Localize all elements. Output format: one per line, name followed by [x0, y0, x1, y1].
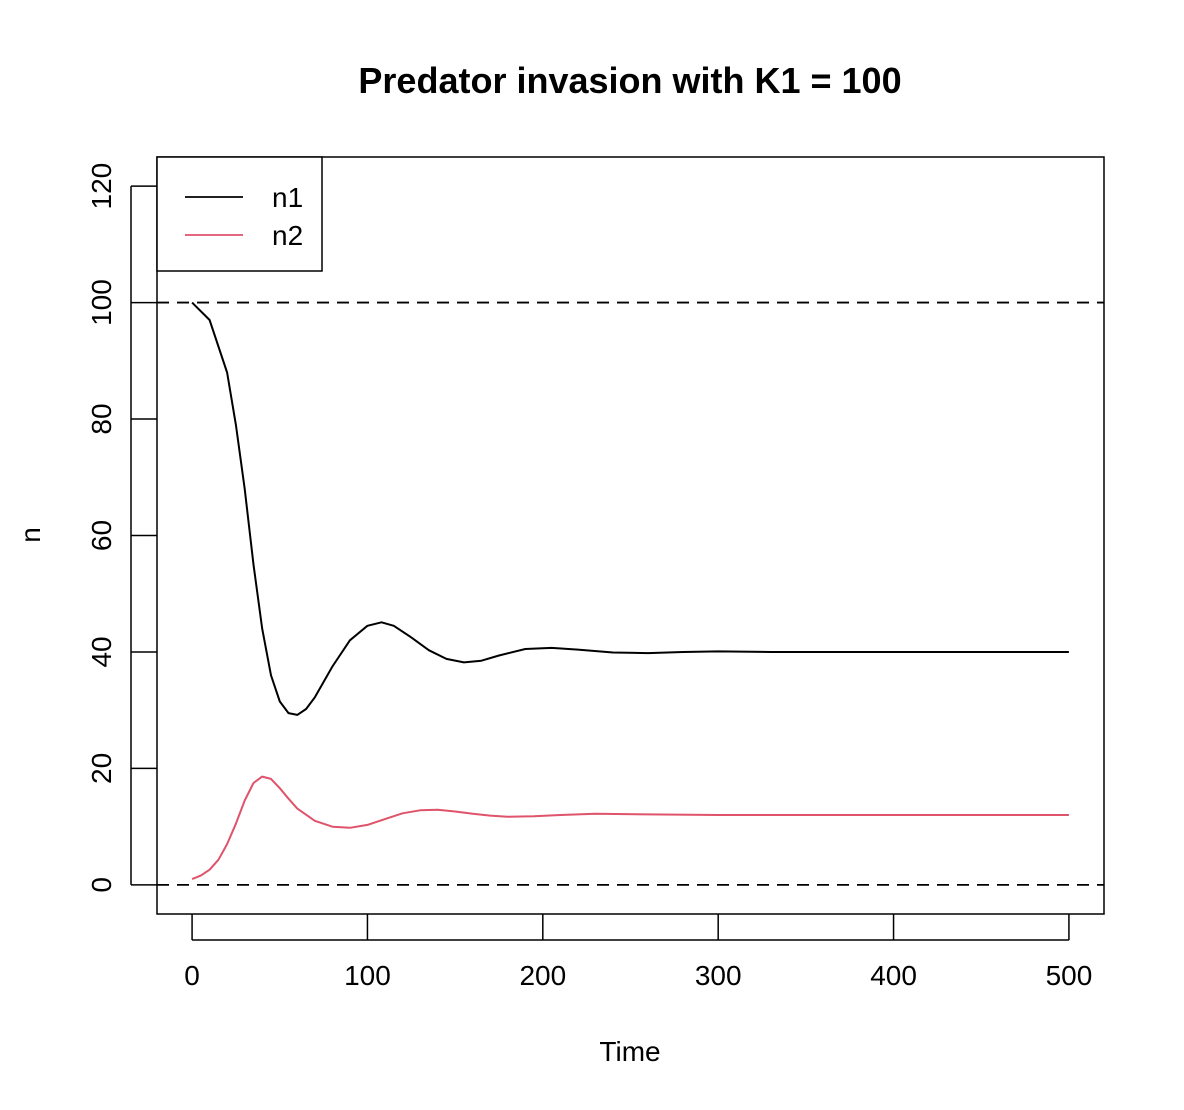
- x-tick-label: 200: [519, 960, 566, 991]
- data-lines: [191, 301, 1069, 881]
- plot-frame: [156, 156, 1105, 915]
- y-tick-label: 0: [86, 877, 117, 893]
- x-tick-label: 500: [1046, 960, 1093, 991]
- y-tick-label: 120: [86, 163, 117, 210]
- x-tick-label: 400: [870, 960, 917, 991]
- series-line-n1: [191, 301, 1069, 716]
- legend-label-n1: n1: [272, 182, 303, 213]
- y-tick-label: 60: [86, 520, 117, 551]
- y-tick-label: 100: [86, 279, 117, 326]
- x-tick-label: 0: [184, 960, 200, 991]
- y-tick-label: 40: [86, 636, 117, 667]
- series-line-n2: [191, 775, 1069, 881]
- legend-label-n2: n2: [272, 220, 303, 251]
- plot-area: [157, 301, 1104, 886]
- x-tick-label: 300: [695, 960, 742, 991]
- chart-title: Predator invasion with K1 = 100: [358, 60, 901, 101]
- legend: n1 n2: [156, 156, 323, 272]
- x-axis-label: Time: [599, 1036, 660, 1067]
- y-axis-label: n: [15, 527, 46, 543]
- y-tick-label: 80: [86, 403, 117, 434]
- legend-box: [156, 156, 323, 272]
- x-tick-label: 100: [344, 960, 391, 991]
- axis-ticks: 0 100 200 300 400 500 0 20 40 60 80 100 120: [86, 163, 1092, 991]
- y-tick-label: 20: [86, 753, 117, 784]
